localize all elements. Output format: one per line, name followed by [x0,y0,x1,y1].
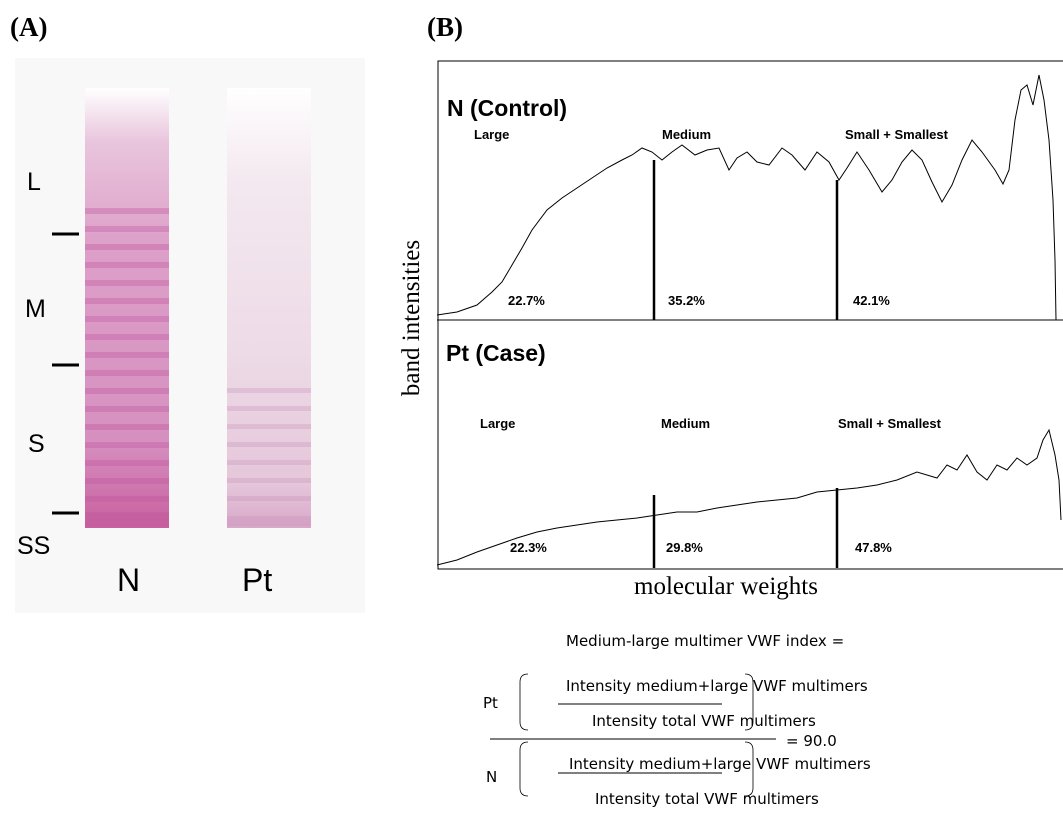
control-trace [436,74,1057,321]
case-region-large: Large [480,416,516,431]
formula-graphics [490,660,950,814]
n-denominator: Intensity total VWF multimers [595,790,819,808]
formula-title: Medium-large multimer VWF index = [566,632,845,650]
panel-b-label: (B) [427,12,463,42]
y-axis-label: band intensities [398,239,425,397]
lane-label-pt: Pt [242,562,273,598]
marker-s: S [28,430,45,458]
control-pct-large: 22.7% [508,293,545,308]
plot-frame [437,60,1063,570]
case-plot-title: Pt (Case) [446,340,546,366]
x-axis-label: molecular weights [634,573,818,600]
formula-brackets [519,673,754,797]
lane-pt-bands [227,388,311,526]
case-pct-small: 47.8% [855,540,892,555]
lane-n-bands [85,208,169,526]
gel-image [15,58,365,613]
pt-numerator: Intensity medium+large VWF multimers [566,677,868,695]
control-pct-small: 42.1% [853,293,890,308]
gel-svg [15,58,365,613]
formula-svg [490,673,776,797]
control-region-medium: Medium [662,127,712,142]
case-pct-large: 22.3% [510,540,547,555]
control-pct-medium: 35.2% [668,293,705,308]
formula-fraction-lines [490,703,776,774]
densitometry-plots [436,60,1063,570]
panel-a-label: (A) [10,12,48,42]
control-region-small: Small + Smallest [845,127,948,142]
control-region-large: Large [474,127,510,142]
formula-pt-label: Pt [483,694,498,712]
marker-ss: SS [17,532,51,560]
case-pct-medium: 29.8% [666,540,703,555]
lane-n [85,88,169,528]
pt-denominator: Intensity total VWF multimers [592,712,816,730]
lane-label-n: N [117,562,141,598]
gel-tick-marks [52,232,79,515]
densitometry-svg [436,60,1063,570]
case-region-medium: Medium [661,416,711,431]
n-numerator: Intensity medium+large VWF multimers [569,755,871,773]
formula-n-label: N [486,768,498,786]
marker-m: M [25,295,46,323]
marker-l: L [27,168,41,196]
lane-pt [227,88,311,528]
formula-result: = 90.0 [786,732,837,750]
region-dividers [652,160,839,568]
control-plot-title: N (Control) [447,95,568,121]
case-region-small: Small + Smallest [838,416,941,431]
